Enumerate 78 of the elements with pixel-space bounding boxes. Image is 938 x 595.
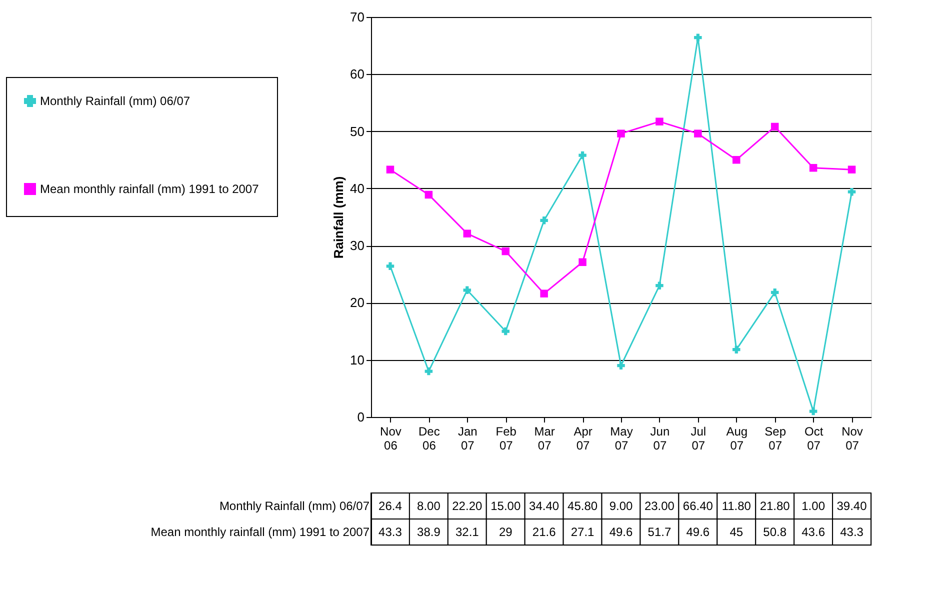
data-label: 49.6 <box>609 525 633 539</box>
x-tick-label: Apr 07 <box>574 424 592 452</box>
x-tick-label: May 07 <box>610 424 633 452</box>
data-label: 21.80 <box>760 499 790 513</box>
x-tick-label: Aug 07 <box>726 424 748 452</box>
point <box>386 262 394 270</box>
point <box>770 288 779 296</box>
point <box>732 156 740 164</box>
data-label: 34.40 <box>529 499 560 513</box>
data-label: 8.00 <box>417 499 441 513</box>
data-label: 21.6 <box>532 525 556 539</box>
x-tick-label: Dec 06 <box>418 424 440 452</box>
point <box>502 327 510 336</box>
point <box>578 258 586 266</box>
point <box>656 118 664 126</box>
y-tick-label: 70 <box>350 10 364 24</box>
point <box>386 166 394 174</box>
point <box>463 286 472 294</box>
data-label: 45.80 <box>568 499 598 513</box>
data-label: 51.7 <box>648 525 672 539</box>
data-label: 22.20 <box>452 499 482 513</box>
data-label: 38.9 <box>417 525 441 539</box>
data-label: 66.40 <box>682 499 714 513</box>
data-label: 9.00 <box>609 499 633 513</box>
text: Mean monthly rainfall (mm) 1991 to 2007 <box>150 525 370 539</box>
point <box>848 188 856 196</box>
y-tick-label: 60 <box>350 66 364 82</box>
y-tick-label: 20 <box>350 295 364 310</box>
point <box>656 282 664 290</box>
x-tick-label: Mar 07 <box>534 424 555 452</box>
data-label: 29 <box>498 525 513 539</box>
data-label: 50.8 <box>763 525 787 539</box>
point <box>502 247 510 256</box>
data-label: 11.80 <box>722 499 752 513</box>
x-tick-label: Sep 07 <box>764 424 786 452</box>
data-label: 43.3 <box>378 525 402 539</box>
y-tick-label: 30 <box>350 238 364 254</box>
x-tick-label: Jul 07 <box>690 424 706 452</box>
point <box>578 151 586 160</box>
data-label: 49.6 <box>686 525 710 539</box>
x-tick-label: Nov 07 <box>842 424 863 452</box>
data-label: 45 <box>730 525 744 539</box>
data-label: 26.4 <box>378 499 402 513</box>
data-label: 23.00 <box>644 499 675 513</box>
point <box>732 346 740 354</box>
point <box>424 367 433 376</box>
legend-label: Mean monthly rainfall (mm) 1991 to 2007 <box>40 182 260 196</box>
x-tick-label: Jun 07 <box>650 424 670 452</box>
data-label: 32.1 <box>455 525 480 539</box>
y-axis-title: Rainfall (mm) <box>331 176 346 259</box>
data-label: 27.1 <box>570 525 595 539</box>
data-label: 15.00 <box>490 499 521 513</box>
point <box>424 190 433 199</box>
data-label: 43.6 <box>802 525 826 539</box>
point <box>617 130 625 138</box>
x-tick-label: Nov 06 <box>380 424 402 452</box>
x-tick-label: Oct 07 <box>804 424 824 452</box>
data-label: 39.40 <box>836 499 868 513</box>
point <box>463 230 472 238</box>
data-label: 43.3 <box>840 525 864 539</box>
text: Monthly Rainfall (mm) 06/07 <box>219 499 370 513</box>
point <box>770 122 779 131</box>
point <box>694 34 702 42</box>
data-label: 1.00 <box>802 499 826 513</box>
y-tick-label: 50 <box>350 124 364 139</box>
point <box>809 164 818 172</box>
y-tick-label: 40 <box>350 180 364 196</box>
y-tick-label: 0 <box>357 410 364 424</box>
point <box>848 166 856 174</box>
point <box>809 407 818 416</box>
y-tick-label: 10 <box>350 352 364 368</box>
x-tick-label: Feb 07 <box>496 424 517 452</box>
point <box>694 130 702 138</box>
x-tick-label: Jan 07 <box>458 424 478 452</box>
point <box>540 216 548 224</box>
point <box>540 290 548 298</box>
legend-label: Monthly Rainfall (mm) 06/07 <box>40 94 190 108</box>
point <box>617 362 625 370</box>
